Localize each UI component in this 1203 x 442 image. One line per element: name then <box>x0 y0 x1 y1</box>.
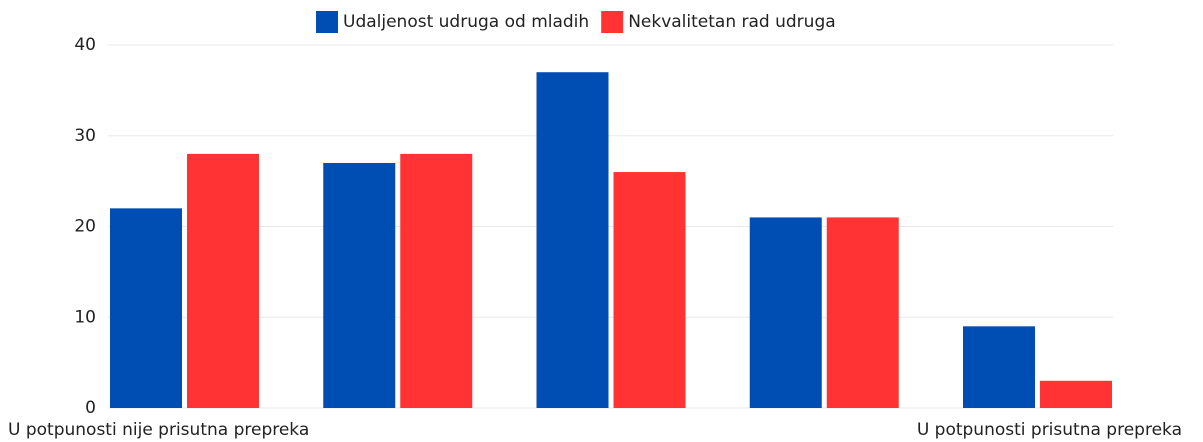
y-tick-label: 40 <box>74 35 96 55</box>
legend-swatch <box>601 11 624 33</box>
legend-swatch <box>316 11 338 33</box>
x-tick-label: U potpunosti prisutna prepreka <box>917 420 1182 440</box>
bar <box>110 208 182 408</box>
legend-label: Nekvalitetan rad udruga <box>628 12 835 32</box>
bar <box>536 72 609 408</box>
bar <box>749 217 822 408</box>
y-tick-label: 0 <box>85 398 96 418</box>
y-tick-label: 30 <box>74 126 96 146</box>
bar <box>323 162 396 408</box>
y-tick-label: 10 <box>74 307 96 327</box>
bar <box>1040 380 1112 408</box>
bar <box>187 153 259 408</box>
bar <box>826 217 899 408</box>
legend-label: Udaljenost udruga od mladih <box>343 12 589 32</box>
bar <box>400 153 473 408</box>
bar <box>613 172 686 408</box>
x-tick-label: U potpunosti nije prisutna prepreka <box>8 420 309 440</box>
y-tick-label: 20 <box>74 217 96 237</box>
bar <box>963 326 1035 408</box>
